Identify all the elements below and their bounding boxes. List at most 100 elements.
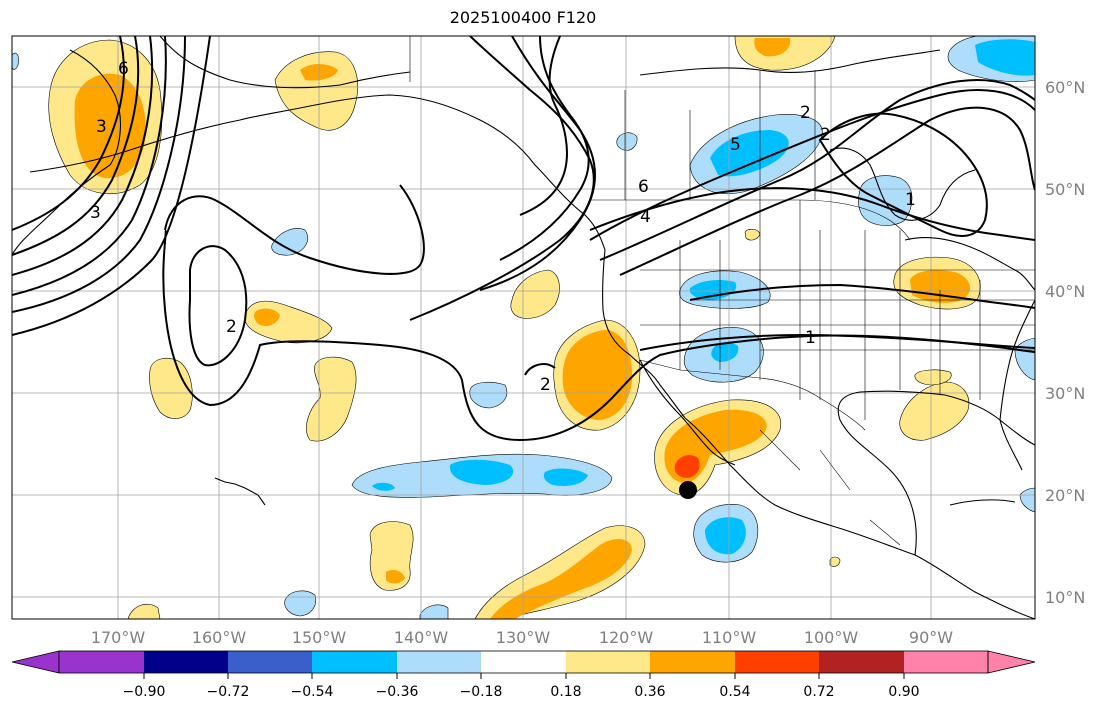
coastline-asia <box>12 49 121 256</box>
shading-orange-south-2 <box>490 538 632 619</box>
coastline-cuba <box>949 499 1016 506</box>
coastline-greatlakes <box>904 236 1035 291</box>
colorbar: −0.90 −0.72 −0.54 −0.36 −0.18 0.18 0.36 … <box>11 650 1036 700</box>
contour-label: 2 <box>226 317 237 337</box>
contour-west-4 <box>12 36 167 296</box>
shading-yellow-pacific-32n <box>149 357 193 419</box>
coastline-westcoast <box>602 249 686 419</box>
shading-blue-canada <box>710 130 789 177</box>
lon-label-150w: 150°W <box>292 628 347 647</box>
shading-lightblue-caribbean <box>1019 487 1035 513</box>
colorbar-swatch <box>59 651 144 673</box>
contour-label: 3 <box>90 203 101 223</box>
contour-label: 2 <box>820 125 831 145</box>
latitude-labels: 60°N 50°N 40°N 30°N 20°N 10°N <box>1045 78 1085 607</box>
colorbar-swatch <box>566 651 650 673</box>
lon-label-100w: 100°W <box>804 628 859 647</box>
coastline-eastcoast <box>999 299 1035 421</box>
colorbar-tick-label: −0.72 <box>207 684 250 700</box>
shading-blue-tropic-band-2 <box>543 468 588 486</box>
border-us-canada <box>590 199 911 241</box>
coastline-alaska-south <box>299 94 606 251</box>
colorbar-swatch <box>312 651 397 673</box>
colorbar-swatch <box>481 651 566 673</box>
contour-west-5 <box>12 36 186 313</box>
colorbar-tick-label: 0.18 <box>550 684 581 700</box>
colorbar-tick-label: 0.72 <box>803 684 834 700</box>
lat-label-20n: 20°N <box>1045 486 1085 505</box>
shading-yellow-gulf-small <box>914 369 952 386</box>
contour-west-3 <box>12 36 154 276</box>
height-contours <box>12 36 1035 442</box>
colorbar-extend-right <box>987 650 1036 674</box>
contour-mid-1 <box>589 187 1035 241</box>
colorbar-tick-label: −0.36 <box>376 684 419 700</box>
lon-label-130w: 130°W <box>496 628 551 647</box>
lon-label-140w: 140°W <box>394 628 449 647</box>
contour-west-6 <box>12 36 211 336</box>
lon-label-90w: 90°W <box>909 628 953 647</box>
contour-label: 1 <box>805 328 816 348</box>
contour-labels: 6 3 2 2 6 4 5 2 1 1 2 3 <box>90 59 916 395</box>
lon-label-110w: 110°W <box>702 628 757 647</box>
contour-pacific-small <box>524 363 556 376</box>
contour-label: 4 <box>640 207 651 227</box>
shading-blue-15n <box>705 517 746 555</box>
coastlines <box>12 36 1035 619</box>
shading-orange-top <box>754 38 791 57</box>
shading-orange-northwest <box>74 73 146 179</box>
shading-yellow-small-dot <box>829 556 841 567</box>
coastline-hawaii <box>214 477 266 506</box>
colorbar-tick-label: −0.18 <box>460 684 503 700</box>
shading-orange-south-1 <box>386 570 405 584</box>
shading-blue-tropic-band-1 <box>449 459 514 485</box>
colorbar-tick-label: 0.36 <box>634 684 665 700</box>
contour-label: 6 <box>118 59 129 79</box>
shading-yellow-south-3 <box>127 603 161 619</box>
coastline-aleutians <box>29 107 301 173</box>
contour-ridge-1 <box>409 36 595 321</box>
lat-label-60n: 60°N <box>1045 78 1085 97</box>
shading-lightblue-small-pacific <box>271 228 309 256</box>
lon-label-170w: 170°W <box>91 628 146 647</box>
shading-lightblue-135w <box>469 381 508 409</box>
contour-1 <box>639 333 1035 351</box>
lat-label-10n: 10°N <box>1045 588 1085 607</box>
map-title: 2025100400 F120 <box>449 8 597 27</box>
contour-hudson-loop <box>818 112 988 237</box>
colorbar-swatch <box>228 651 312 673</box>
border-mexico-states <box>759 429 901 546</box>
contour-mid-2 <box>689 283 1035 309</box>
colorbar-swatch <box>650 651 735 673</box>
colorbar-swatch <box>144 651 228 673</box>
contour-inner-low <box>188 245 248 367</box>
colorbar-tick-label: −0.90 <box>123 684 166 700</box>
shading-orange-pacific-40n <box>254 308 280 326</box>
contour-west-2 <box>12 36 140 256</box>
contour-label: 6 <box>638 177 649 197</box>
shading-red-baja-tip <box>674 455 700 478</box>
colorbar-ticks <box>143 673 905 679</box>
contour-trough-east-3 <box>619 106 1035 276</box>
colorbar-outline <box>58 650 989 674</box>
colorbar-tick-label: −0.54 <box>291 684 334 700</box>
longitude-labels: 170°W 160°W 150°W 140°W 130°W 120°W 110°… <box>91 628 953 647</box>
lat-label-30n: 30°N <box>1045 384 1085 403</box>
contour-closed-low <box>164 184 425 275</box>
lon-label-120w: 120°W <box>599 628 654 647</box>
shading-blue-topright <box>975 39 1035 76</box>
gridlines <box>12 36 1035 619</box>
lat-label-50n: 50°N <box>1045 180 1085 199</box>
shading-lightblue-south-2 <box>419 604 449 619</box>
coastline-baja <box>639 359 736 466</box>
colorbar-swatch <box>735 651 819 673</box>
lat-label-40n: 40°N <box>1045 282 1085 301</box>
contour-label: 1 <box>905 190 916 210</box>
map-frame <box>11 35 1036 620</box>
coastline-florida <box>999 419 1023 471</box>
shading-blue-tropic-band-3 <box>372 482 395 491</box>
contour-label: 2 <box>540 375 551 395</box>
contour-trough-east-2 <box>599 79 1035 261</box>
shading-blue-greatbasin <box>689 280 737 300</box>
contour-ridge-4 <box>519 36 568 216</box>
